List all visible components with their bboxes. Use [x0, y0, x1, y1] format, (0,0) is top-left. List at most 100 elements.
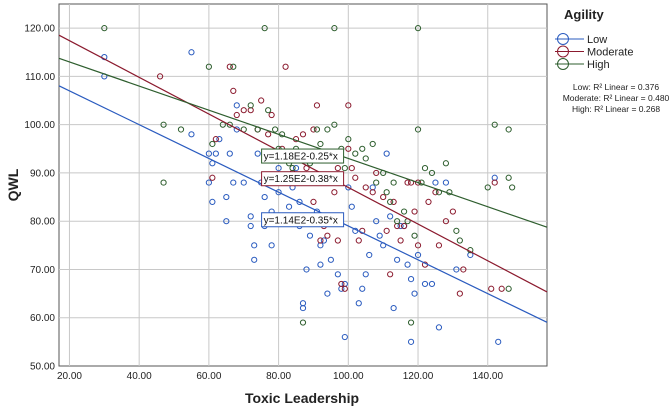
fit-line-high — [58, 57, 548, 228]
data-point-high — [101, 25, 108, 32]
data-point-low — [223, 193, 230, 201]
data-point-low — [495, 338, 502, 345]
data-point-high — [505, 126, 512, 133]
data-point-low — [442, 179, 450, 186]
data-point-low — [397, 222, 404, 230]
data-point-low — [275, 165, 282, 172]
data-point-moderate — [317, 237, 324, 244]
data-point-high — [369, 140, 376, 148]
legend-marker — [557, 45, 569, 58]
data-point-moderate — [240, 107, 247, 114]
data-point-moderate — [411, 208, 418, 215]
data-point-high — [394, 218, 401, 225]
data-point-moderate — [397, 237, 404, 244]
data-point-high — [362, 155, 369, 162]
y-tick-label: 70.00 — [30, 265, 55, 276]
y-tick-label: 90.00 — [30, 168, 55, 179]
legend-title: Agility — [564, 7, 604, 22]
data-point-moderate — [498, 285, 505, 292]
data-point-moderate — [390, 198, 397, 205]
x-tick-label: 140.00 — [472, 371, 503, 382]
data-point-moderate — [359, 227, 366, 234]
data-point-high — [414, 25, 422, 32]
data-point-high — [341, 165, 348, 172]
data-point-low — [251, 256, 258, 263]
data-point-high — [345, 136, 352, 143]
fit-equation-label: y=1.18E2-0.25*x — [264, 152, 338, 163]
data-point-low — [390, 304, 397, 312]
data-point-moderate — [362, 184, 369, 191]
data-point-high — [400, 208, 408, 215]
fit-equation-box — [261, 148, 345, 164]
data-point-moderate — [268, 111, 275, 119]
data-point-moderate — [209, 174, 216, 181]
data-point-moderate — [226, 63, 233, 70]
data-point-low — [373, 218, 380, 225]
data-point-low — [341, 333, 348, 341]
data-point-high — [509, 184, 516, 191]
legend-r2-line: High: R² Linear = 0.268 — [572, 104, 660, 114]
fit-equation-label: y=1.14E2-0.35*x — [264, 215, 338, 226]
data-point-high — [387, 198, 394, 205]
data-point-high — [442, 160, 450, 167]
data-point-high — [491, 121, 498, 128]
data-point-high — [428, 169, 436, 177]
data-point-low — [421, 280, 429, 288]
data-point-moderate — [258, 97, 265, 104]
data-point-moderate — [435, 242, 443, 249]
y-tick-label: 100.00 — [24, 120, 55, 131]
data-point-low — [299, 304, 307, 312]
data-point-high — [299, 319, 307, 326]
data-point-low — [292, 165, 300, 172]
data-point-moderate — [212, 136, 219, 143]
data-point-moderate — [380, 193, 387, 201]
data-point-moderate — [432, 189, 439, 196]
fit-line-low — [58, 85, 548, 323]
legend-r2-line: Low: R² Linear = 0.376 — [573, 82, 660, 92]
data-point-low — [247, 213, 254, 220]
data-point-high — [456, 237, 463, 244]
data-point-high — [505, 174, 512, 181]
y-tick-label: 120.00 — [24, 24, 55, 35]
data-point-moderate — [414, 242, 422, 249]
data-point-low — [230, 179, 237, 186]
data-point-low — [394, 256, 401, 263]
data-point-high — [226, 121, 233, 128]
data-point-moderate — [282, 63, 289, 70]
data-point-high — [324, 126, 331, 133]
data-point-moderate — [341, 285, 348, 292]
data-point-moderate — [488, 285, 495, 292]
data-point-high — [219, 121, 226, 128]
data-point-low — [383, 150, 390, 157]
data-point-moderate — [449, 208, 456, 215]
y-tick-label: 80.00 — [30, 217, 55, 228]
data-point-low — [296, 198, 303, 205]
data-point-moderate — [233, 111, 240, 119]
data-point-high — [331, 121, 338, 128]
legend-marker — [557, 58, 569, 70]
data-point-low — [407, 276, 415, 283]
data-point-high — [390, 179, 397, 186]
data-point-high — [352, 150, 359, 157]
data-point-moderate — [456, 290, 463, 297]
data-point-low — [334, 271, 341, 278]
x-axis-ticks: 20.00 40.00 60.00 80.00 100.00 120.00 140.00 — [57, 371, 504, 382]
data-point-low — [261, 193, 268, 201]
data-point-low — [306, 232, 314, 239]
data-point-low — [348, 203, 355, 210]
legend-r2-line: Moderate: R² Linear = 0.480 — [563, 93, 669, 103]
data-point-low — [362, 271, 369, 278]
data-point-high — [505, 285, 512, 292]
data-point-moderate — [334, 237, 341, 244]
data-point-high — [331, 25, 338, 32]
y-axis-ticks: 50.00 60.00 70.00 80.00 90.00 100.00 110.00 120… — [24, 24, 55, 373]
data-point-high — [383, 189, 390, 196]
y-axis-title: QWL — [5, 168, 21, 201]
data-point-high — [160, 121, 167, 128]
data-point-moderate — [387, 271, 394, 278]
data-point-low — [414, 251, 422, 259]
data-point-low — [188, 49, 195, 56]
